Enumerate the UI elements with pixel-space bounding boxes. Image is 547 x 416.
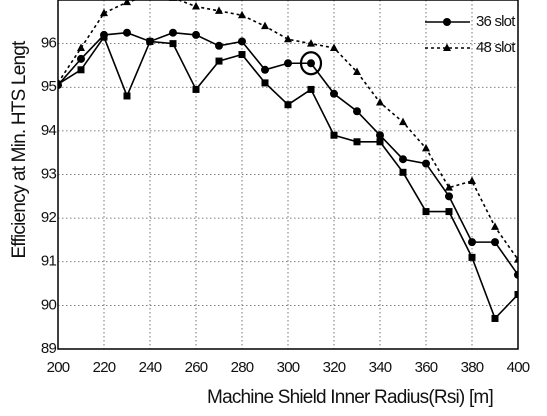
marker	[284, 34, 292, 43]
marker	[192, 2, 200, 10]
marker	[445, 208, 453, 216]
marker	[261, 21, 269, 30]
marker	[169, 40, 177, 48]
y-tick-label: 90	[41, 296, 57, 313]
legend-marker	[443, 43, 451, 51]
marker	[422, 208, 430, 216]
x-tick-label: 320	[323, 359, 346, 376]
marker	[445, 192, 453, 201]
marker	[307, 39, 315, 47]
marker	[192, 85, 200, 93]
marker	[399, 168, 407, 176]
marker	[58, 78, 62, 86]
y-tick-label: 91	[41, 253, 57, 270]
marker	[353, 138, 361, 146]
y-tick-label: 92	[41, 209, 57, 226]
plot-frame	[57, 0, 519, 350]
marker	[307, 59, 315, 68]
marker	[261, 65, 269, 74]
x-tick-label: 340	[369, 359, 392, 376]
marker	[445, 183, 453, 191]
marker	[123, 92, 131, 100]
marker	[238, 10, 246, 19]
marker	[261, 79, 269, 87]
y-tick-label: 94	[41, 122, 57, 139]
x-tick-label: 400	[507, 359, 530, 376]
marker	[330, 43, 338, 51]
series-line	[58, 0, 518, 261]
x-tick-label: 380	[461, 359, 484, 376]
marker	[146, 37, 154, 46]
marker	[468, 253, 476, 261]
marker	[284, 101, 292, 109]
marker	[100, 30, 108, 39]
marker	[514, 290, 518, 298]
marker	[330, 131, 338, 139]
plot-area	[58, 0, 518, 349]
marker	[100, 8, 108, 17]
marker	[514, 255, 518, 263]
legend-marker	[443, 18, 451, 26]
marker	[491, 222, 499, 230]
marker	[330, 89, 338, 98]
legend-label: 36 slot	[476, 13, 516, 30]
marker	[376, 131, 384, 140]
y-tick-label: 95	[41, 78, 57, 95]
marker	[215, 57, 223, 65]
marker	[123, 28, 131, 37]
marker	[422, 159, 430, 168]
marker	[376, 138, 384, 146]
legend-label: 24 slot	[476, 0, 516, 4]
marker	[284, 59, 292, 68]
marker	[399, 117, 407, 126]
marker	[123, 0, 131, 6]
marker	[491, 314, 499, 322]
marker	[77, 43, 85, 51]
marker	[491, 238, 499, 247]
marker	[307, 85, 315, 93]
y-tick-label: 89	[41, 340, 57, 357]
x-tick-label: 200	[47, 359, 70, 376]
marker	[422, 143, 430, 152]
marker	[399, 155, 407, 164]
marker	[376, 98, 384, 106]
marker	[215, 6, 223, 14]
highlight-ring	[299, 51, 323, 76]
y-axis-title: Efficiency at Min. HTS Lengt	[9, 40, 30, 258]
marker	[77, 66, 85, 74]
marker	[238, 37, 246, 46]
x-tick-label: 360	[415, 359, 438, 376]
marker	[468, 176, 476, 185]
marker	[169, 28, 177, 37]
marker	[77, 54, 85, 63]
x-tick-label: 220	[93, 359, 116, 376]
y-tick-label: 93	[41, 165, 57, 182]
marker	[238, 51, 246, 59]
marker	[192, 30, 200, 39]
marker	[215, 41, 223, 50]
marker	[468, 238, 476, 247]
x-tick-label: 280	[231, 359, 254, 376]
x-tick-label: 300	[277, 359, 300, 376]
marker	[514, 270, 518, 279]
x-axis-title: Machine Shield Inner Radius(Rsi) [m]	[207, 387, 493, 408]
y-tick-label: 96	[41, 35, 57, 52]
x-tick-label: 260	[185, 359, 208, 376]
marker	[353, 67, 361, 75]
x-tick-label: 240	[139, 359, 162, 376]
marker	[353, 107, 361, 116]
legend-label: 48 slot	[476, 39, 516, 56]
